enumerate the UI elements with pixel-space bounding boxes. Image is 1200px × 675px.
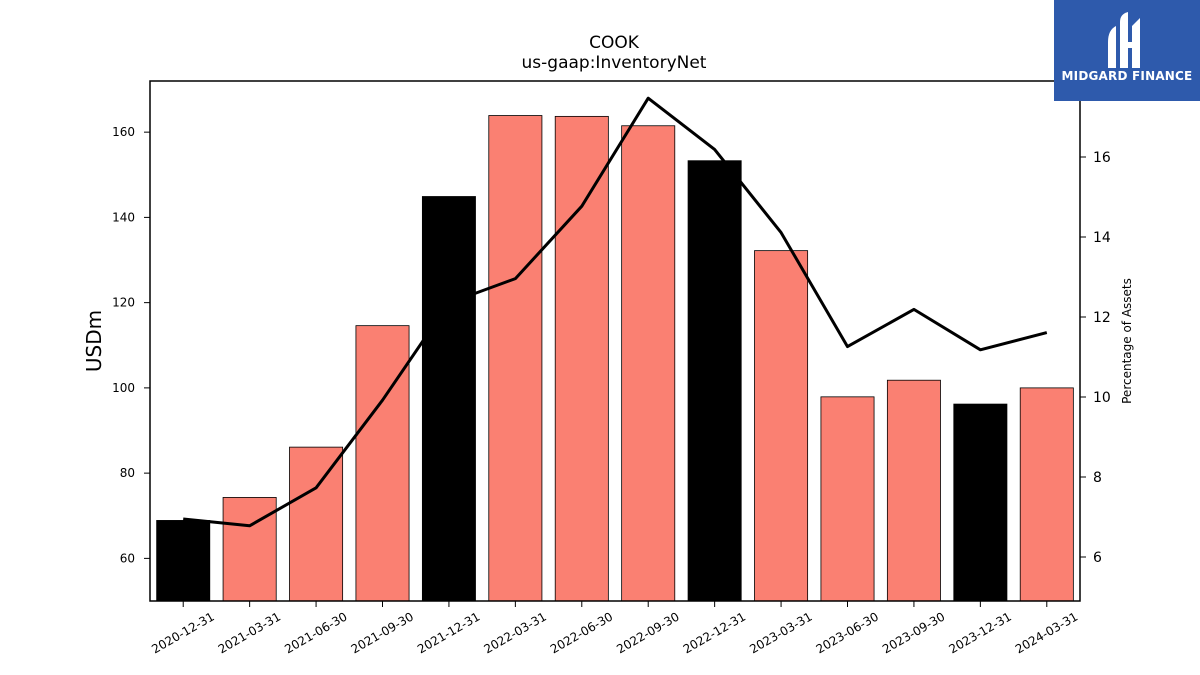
bar-2022-12-31 (687, 160, 742, 602)
left-axis: 60 80 100 120 140 160 (112, 125, 150, 565)
bar-2023-06-30 (820, 396, 875, 602)
right-axis: 6 8 10 12 14 16 (1080, 150, 1111, 566)
y2-tick-label: 14 (1093, 230, 1111, 246)
bar-2024-03-31 (1019, 387, 1074, 602)
y2-tick-label: 12 (1093, 310, 1111, 326)
x-tick-label: 2022-09-30 (614, 609, 681, 656)
y2-tick-label: 6 (1093, 550, 1102, 566)
y2-tick-label: 10 (1093, 390, 1111, 406)
chart-title: COOK (589, 33, 640, 53)
y2-tick-label: 8 (1093, 470, 1102, 486)
bar-2023-09-30 (886, 379, 941, 602)
y-tick-label: 120 (112, 296, 135, 310)
x-tick-label: 2021-03-31 (216, 609, 283, 656)
bar-2021-06-30 (289, 446, 344, 602)
x-tick-label: 2023-09-30 (880, 609, 947, 656)
percentage-line (183, 96, 1048, 528)
y-tick-label: 60 (120, 551, 135, 565)
y-tick-label: 80 (120, 466, 135, 480)
y-tick-label: 140 (112, 210, 135, 224)
y-tick-label: 100 (112, 381, 135, 395)
midgard-finance-logo: MIDGARD FINANCE (1054, 0, 1200, 101)
x-tick-label: 2021-12-31 (415, 609, 482, 656)
bar-2021-12-31 (421, 196, 476, 602)
x-tick-label: 2023-03-31 (747, 609, 814, 656)
bar-2022-09-30 (621, 125, 676, 602)
logo-text: MIDGARD FINANCE (1061, 69, 1193, 83)
x-tick-label: 2021-09-30 (349, 609, 416, 656)
x-tick-label: 2023-12-31 (946, 609, 1013, 656)
midgard-logo-icon (1108, 12, 1140, 68)
y2-tick-label: 16 (1093, 150, 1111, 166)
bar-2023-03-31 (754, 250, 809, 602)
bar-2021-03-31 (222, 497, 277, 602)
bar-2020-12-31 (156, 520, 211, 602)
y2-axis-label: Percentage of Assets (1120, 278, 1134, 404)
bar-group (156, 115, 1074, 602)
x-tick-label: 2022-03-31 (481, 609, 548, 656)
x-tick-label: 2023-06-30 (814, 609, 881, 656)
x-tick-label: 2022-06-30 (548, 609, 615, 656)
bar-2021-09-30 (355, 325, 410, 602)
bar-2022-06-30 (554, 115, 609, 602)
y-axis-label: USDm (82, 310, 106, 372)
bar-2022-03-31 (488, 115, 543, 602)
line-layer (183, 96, 1048, 528)
x-tick-label: 2021-06-30 (282, 609, 349, 656)
plot-frame (149, 80, 1081, 602)
chart-subtitle: us-gaap:InventoryNet (522, 53, 707, 73)
y-tick-label: 160 (112, 125, 135, 139)
bar-2023-12-31 (953, 403, 1008, 602)
x-tick-label: 2022-12-31 (681, 609, 748, 656)
x-tick-label: 2024-03-31 (1013, 609, 1080, 656)
x-tick-label: 2020-12-31 (149, 609, 216, 656)
